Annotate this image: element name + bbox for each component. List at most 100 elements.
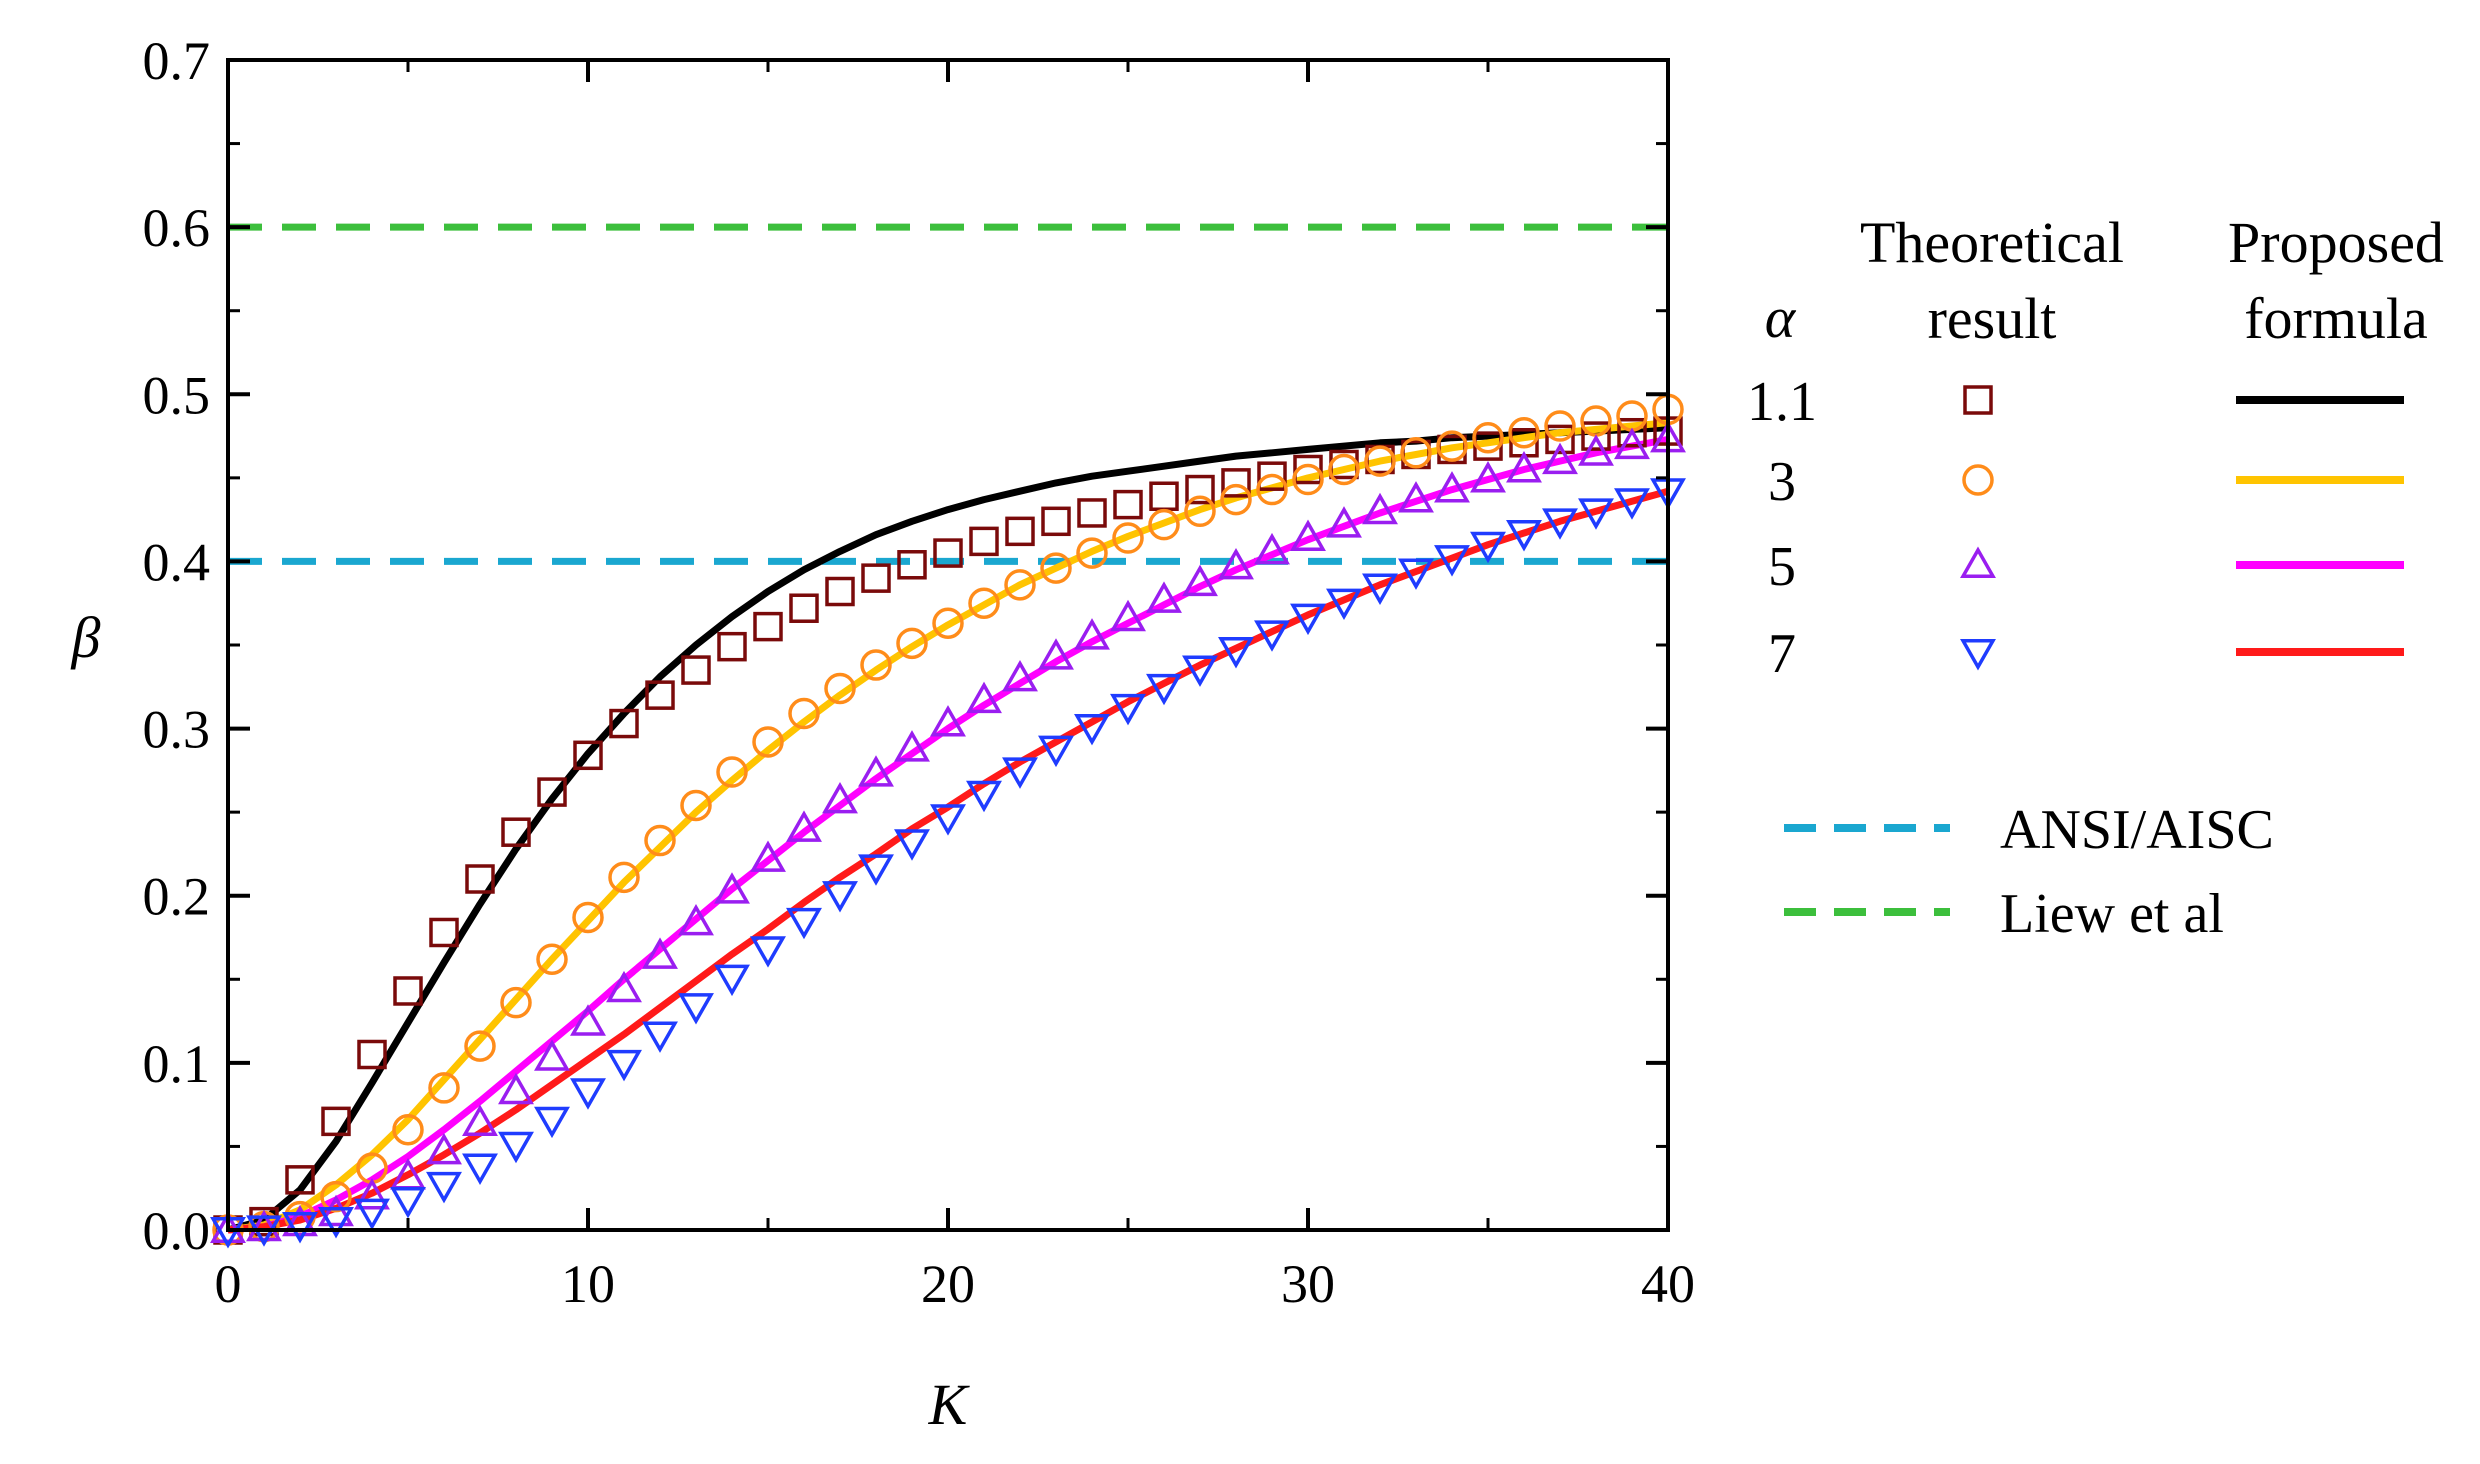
- data-point-alpha-1.1: [789, 593, 819, 623]
- data-point-alpha-1.1: [393, 976, 423, 1006]
- data-point-alpha-3: [536, 943, 568, 975]
- data-point-alpha-1.1: [969, 526, 999, 557]
- data-point-alpha-5: [858, 755, 894, 787]
- data-point-alpha-5: [570, 1004, 606, 1036]
- data-point-alpha-7: [498, 1131, 534, 1164]
- legend-ref-label-liew-et-al: Liew et al: [2000, 883, 2224, 945]
- y-tick-label: 0.3: [143, 700, 211, 760]
- data-point-alpha-3: [1472, 421, 1504, 454]
- plot-area: [210, 223, 1686, 1249]
- data-point-alpha-7: [1074, 713, 1110, 746]
- data-point-alpha-5: [1434, 471, 1470, 503]
- formula-line-alpha-3: [227, 419, 1669, 1234]
- data-point-alpha-7: [750, 936, 786, 968]
- data-point-alpha-7: [1254, 620, 1290, 652]
- data-point-alpha-3: [500, 986, 532, 1019]
- formula-line-alpha-7: [227, 487, 1669, 1234]
- data-point-alpha-7: [570, 1078, 606, 1110]
- data-point-alpha-1.1: [897, 550, 927, 580]
- data-point-alpha-1.1: [1221, 468, 1251, 498]
- data-point-alpha-1.1: [861, 563, 891, 593]
- data-point-alpha-1.1: [681, 655, 711, 685]
- data-point-alpha-7: [1362, 573, 1398, 605]
- data-point-alpha-5: [1470, 461, 1506, 493]
- y-tick-label: 0.7: [143, 31, 211, 91]
- data-point-alpha-5: [678, 903, 714, 936]
- legend-proposed-header-line1: Proposed: [2228, 210, 2444, 275]
- data-point-alpha-1.1: [1185, 474, 1215, 505]
- data-point-alpha-1.1: [1041, 506, 1071, 537]
- data-point-alpha-1.1: [1005, 516, 1035, 547]
- data-point-alpha-5: [1146, 581, 1182, 613]
- data-point-alpha-5: [1290, 519, 1326, 551]
- data-point-alpha-1.1: [1113, 489, 1143, 520]
- data-point-alpha-7: [534, 1106, 570, 1139]
- data-point-alpha-1.1: [357, 1039, 387, 1070]
- formula-line-alpha-5: [227, 435, 1669, 1234]
- legend-ref-label-ansi-aisc: ANSI/AISC: [2000, 799, 2274, 861]
- data-point-alpha-7: [1110, 693, 1146, 726]
- data-point-alpha-5: [282, 1204, 318, 1237]
- data-point-alpha-5: [1038, 638, 1074, 670]
- data-point-alpha-1.1: [825, 576, 855, 607]
- data-point-alpha-7: [462, 1153, 498, 1185]
- data-point-alpha-7: [1326, 588, 1362, 621]
- data-point-alpha-3: [1256, 473, 1288, 506]
- x-tick-label: 20: [921, 1254, 975, 1314]
- data-point-alpha-3: [1436, 430, 1468, 462]
- data-point-alpha-5: [462, 1104, 498, 1136]
- data-point-alpha-3: [1400, 437, 1432, 469]
- data-point-alpha-5: [1110, 599, 1146, 632]
- data-point-alpha-3: [1184, 495, 1216, 528]
- legend-alpha-header: α: [1765, 285, 1797, 350]
- data-point-alpha-3: [1220, 483, 1252, 516]
- data-point-alpha-1.1: [501, 817, 531, 847]
- x-axis-title: K: [928, 1372, 971, 1437]
- data-point-alpha-3: [896, 627, 928, 660]
- data-point-alpha-1.1: [1257, 461, 1287, 491]
- data-point-alpha-7: [1614, 488, 1650, 520]
- data-point-alpha-5: [1614, 427, 1650, 460]
- data-point-alpha-7: [606, 1049, 642, 1082]
- y-tick-label: 0.6: [143, 198, 211, 258]
- data-point-alpha-5: [1074, 618, 1110, 650]
- legend-reference-lines: ANSI/AISC Liew et al: [1784, 799, 2274, 945]
- data-point-alpha-1.1: [717, 631, 747, 662]
- data-point-alpha-7: [1038, 735, 1074, 768]
- data-point-alpha-7: [1434, 545, 1470, 577]
- data-point-alpha-5: [1362, 492, 1398, 525]
- data-point-alpha-3: [1148, 508, 1180, 541]
- legend-marker-alpha-3: [1962, 464, 1994, 496]
- data-point-alpha-5: [1506, 451, 1542, 483]
- data-point-alpha-5: [426, 1132, 462, 1165]
- data-point-alpha-3: [716, 756, 748, 788]
- data-point-alpha-7: [966, 780, 1002, 813]
- data-point-alpha-5: [894, 730, 930, 762]
- data-point-alpha-7: [678, 993, 714, 1025]
- data-point-alpha-3: [824, 672, 856, 705]
- data-point-alpha-1.1: [645, 680, 675, 710]
- x-tick-label: 40: [1641, 1254, 1695, 1314]
- data-point-alpha-7: [858, 854, 894, 886]
- x-tick-label: 10: [561, 1254, 615, 1314]
- data-point-alpha-3: [860, 649, 892, 681]
- legend-marker-alpha-5: [1960, 546, 1996, 578]
- data-point-alpha-7: [1578, 498, 1614, 530]
- data-point-alpha-3: [1076, 537, 1108, 569]
- data-point-alpha-3: [1508, 416, 1540, 449]
- x-tick-label: 30: [1281, 1254, 1335, 1314]
- data-point-alpha-1.1: [1149, 481, 1179, 511]
- data-point-alpha-1.1: [1077, 498, 1107, 528]
- legend-alpha-1.1: 1.1: [1747, 371, 1817, 433]
- data-point-alpha-5: [750, 840, 786, 872]
- axis-ticks: [226, 58, 1670, 1232]
- data-point-alpha-5: [498, 1072, 534, 1105]
- data-point-alpha-7: [1398, 558, 1434, 590]
- data-point-alpha-3: [932, 607, 964, 640]
- data-point-alpha-5: [1182, 564, 1218, 597]
- data-point-alpha-5: [786, 810, 822, 842]
- data-point-alpha-1.1: [609, 708, 639, 739]
- legend-alpha-5: 5: [1768, 536, 1796, 598]
- data-point-alpha-1.1: [1293, 454, 1323, 485]
